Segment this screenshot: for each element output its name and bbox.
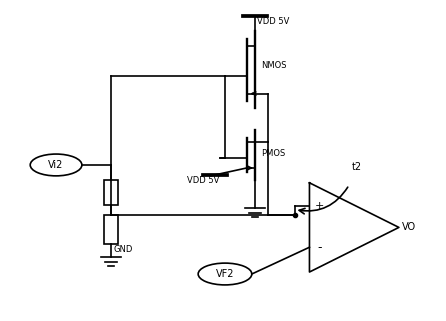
Text: NMOS: NMOS xyxy=(261,61,286,70)
Text: PMOS: PMOS xyxy=(261,149,285,158)
Text: -: - xyxy=(317,241,322,254)
Text: VDD 5V: VDD 5V xyxy=(257,17,289,26)
Text: VO: VO xyxy=(402,222,416,232)
Text: t2: t2 xyxy=(352,162,362,172)
Text: Vi2: Vi2 xyxy=(48,160,64,170)
Text: VDD 5V: VDD 5V xyxy=(187,176,219,185)
Bar xyxy=(104,180,118,204)
Text: VF2: VF2 xyxy=(216,269,234,279)
Text: GND: GND xyxy=(114,245,133,254)
Text: +: + xyxy=(315,201,324,211)
Bar xyxy=(104,214,118,244)
